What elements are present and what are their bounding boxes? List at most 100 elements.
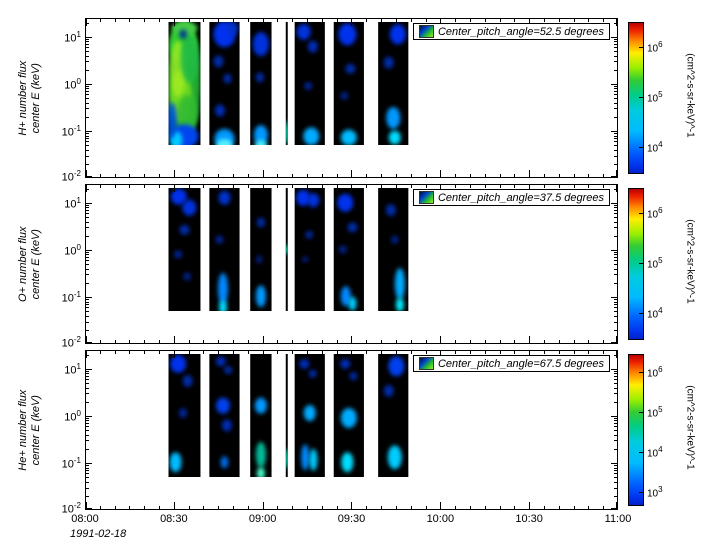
x-minor-tick <box>381 174 382 177</box>
x-minor-tick <box>455 185 456 188</box>
y-minor-tick <box>86 257 89 258</box>
x-major-tick <box>174 170 175 177</box>
x-minor-tick <box>277 340 278 343</box>
x-minor-tick <box>189 174 190 177</box>
x-major-tick <box>616 351 617 358</box>
x-minor-tick <box>100 340 101 343</box>
x-major-tick <box>616 185 617 192</box>
y-minor-tick <box>614 189 617 190</box>
y-major-tick <box>611 131 617 132</box>
y-minor-tick <box>614 91 617 92</box>
x-major-tick <box>351 336 352 343</box>
x-major-tick <box>351 19 352 26</box>
x-minor-tick <box>574 506 575 509</box>
x-minor-tick <box>500 174 501 177</box>
x-minor-tick <box>307 506 308 509</box>
x-minor-tick <box>500 506 501 509</box>
x-minor-tick <box>411 185 412 188</box>
x-major-tick <box>86 185 87 192</box>
x-minor-tick <box>603 351 604 354</box>
y-major-tick <box>86 369 92 370</box>
x-minor-tick <box>277 506 278 509</box>
y-minor-tick <box>86 355 89 356</box>
x-major-tick <box>440 351 441 358</box>
x-major-tick <box>263 502 264 509</box>
y-minor-tick <box>614 56 617 57</box>
x-minor-tick <box>485 506 486 509</box>
colorbar-tick <box>639 412 644 413</box>
y-minor-tick <box>614 136 617 137</box>
y-minor-tick <box>86 420 89 421</box>
spectrogram-strips-h-plus <box>168 22 409 145</box>
y-tick-label: 100 <box>64 243 81 258</box>
y-major-tick <box>86 416 92 417</box>
y-minor-tick <box>614 383 617 384</box>
x-minor-tick <box>514 506 515 509</box>
y-minor-tick <box>614 420 617 421</box>
x-minor-tick <box>544 506 545 509</box>
y-minor-tick <box>614 252 617 253</box>
y-major-tick <box>611 203 617 204</box>
y-minor-tick <box>614 468 617 469</box>
y-minor-tick <box>86 222 89 223</box>
colorbar-tick-label: 106 <box>647 365 663 380</box>
x-major-tick <box>86 19 87 26</box>
y-minor-tick <box>614 145 617 146</box>
x-minor-tick <box>233 506 234 509</box>
colorbar-tick <box>639 372 644 373</box>
y-major-tick <box>86 131 92 132</box>
x-minor-tick <box>470 351 471 354</box>
x-tick-label: 09:00 <box>248 513 277 525</box>
x-minor-tick <box>100 506 101 509</box>
x-minor-tick <box>396 351 397 354</box>
x-minor-tick <box>559 340 560 343</box>
x-minor-tick <box>381 185 382 188</box>
x-minor-tick <box>115 351 116 354</box>
colorbar-tick <box>639 47 644 48</box>
x-major-tick <box>86 502 87 509</box>
x-minor-tick <box>588 340 589 343</box>
spectrogram-strips-o-plus <box>168 188 409 311</box>
y-minor-tick <box>86 302 89 303</box>
x-major-tick <box>351 185 352 192</box>
x-minor-tick <box>544 340 545 343</box>
y-minor-tick <box>86 496 89 497</box>
x-minor-tick <box>233 340 234 343</box>
x-minor-tick <box>144 19 145 22</box>
x-major-tick <box>351 502 352 509</box>
x-minor-tick <box>159 506 160 509</box>
x-minor-tick <box>411 174 412 177</box>
y-major-tick <box>86 203 92 204</box>
x-minor-tick <box>500 185 501 188</box>
colorbar-tick <box>639 263 644 264</box>
x-minor-tick <box>455 506 456 509</box>
x-minor-tick <box>129 351 130 354</box>
y-minor-tick <box>86 164 89 165</box>
x-minor-tick <box>366 351 367 354</box>
colorbar-tick-label: 106 <box>647 206 663 221</box>
spectrogram-strips-he-plus <box>168 354 409 477</box>
panel-h-plus: Center_pitch_angle=52.5 degrees <box>85 18 618 178</box>
y-tick-label: 101 <box>64 362 81 377</box>
legend-label: Center_pitch_angle=52.5 degrees <box>437 25 604 38</box>
x-minor-tick <box>588 351 589 354</box>
x-minor-tick <box>559 351 560 354</box>
y-minor-tick <box>614 465 617 466</box>
x-minor-tick <box>426 506 427 509</box>
y-major-tick <box>86 297 92 298</box>
x-minor-tick <box>144 174 145 177</box>
y-minor-tick <box>86 217 89 218</box>
y-axis-label-he-plus: He+ number flux center E (keV) <box>16 389 42 471</box>
x-minor-tick <box>500 340 501 343</box>
colorbar-tick <box>639 147 644 148</box>
x-minor-tick <box>159 340 160 343</box>
x-minor-tick <box>455 174 456 177</box>
y-minor-tick <box>86 117 89 118</box>
y-minor-tick <box>614 156 617 157</box>
y-major-tick <box>86 37 92 38</box>
x-minor-tick <box>485 19 486 22</box>
x-minor-tick <box>396 185 397 188</box>
x-minor-tick <box>500 351 501 354</box>
x-minor-tick <box>470 174 471 177</box>
colorbar-tick-label: 105 <box>647 90 663 105</box>
